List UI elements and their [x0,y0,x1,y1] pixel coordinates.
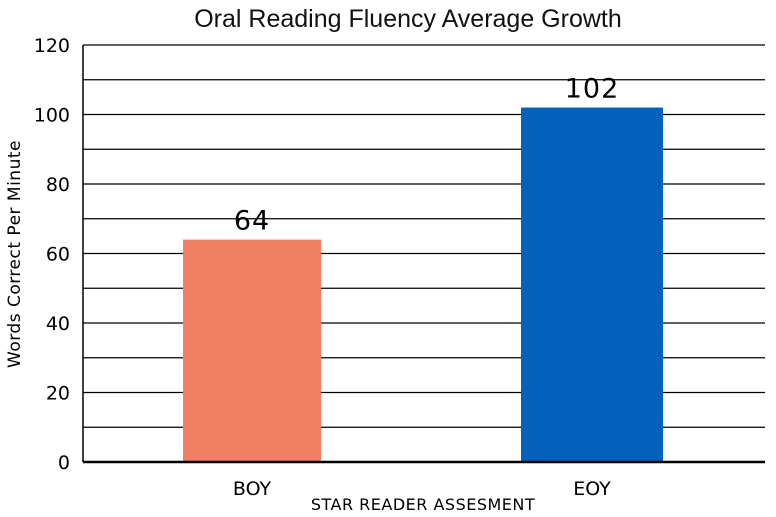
y-tick-label: 20 [46,383,70,405]
y-tick-label: 60 [46,244,70,266]
x-axis-ticks: BOY EOY [233,478,611,500]
bar-boy [183,239,321,462]
bar-eoy [521,107,663,463]
y-tick-label: 100 [34,105,70,127]
x-axis-label: STAR READER ASSESMENT [311,495,535,514]
y-tick-label: 0 [58,452,70,474]
x-tick-label: BOY [233,478,272,500]
bars [183,107,663,463]
data-label-boy: 64 [234,206,270,237]
chart-title: Oral Reading Fluency Average Growth [194,5,622,33]
x-tick-label: EOY [573,478,611,500]
y-axis-label: Words Correct Per Minute [5,140,25,368]
data-labels: 64 102 [234,74,620,237]
y-tick-label: 40 [46,313,70,335]
y-axis-ticks: 0 20 40 60 80 100 120 [34,35,70,474]
y-tick-label: 120 [34,35,70,57]
y-tick-label: 80 [46,174,70,196]
data-label-eoy: 102 [565,74,620,105]
